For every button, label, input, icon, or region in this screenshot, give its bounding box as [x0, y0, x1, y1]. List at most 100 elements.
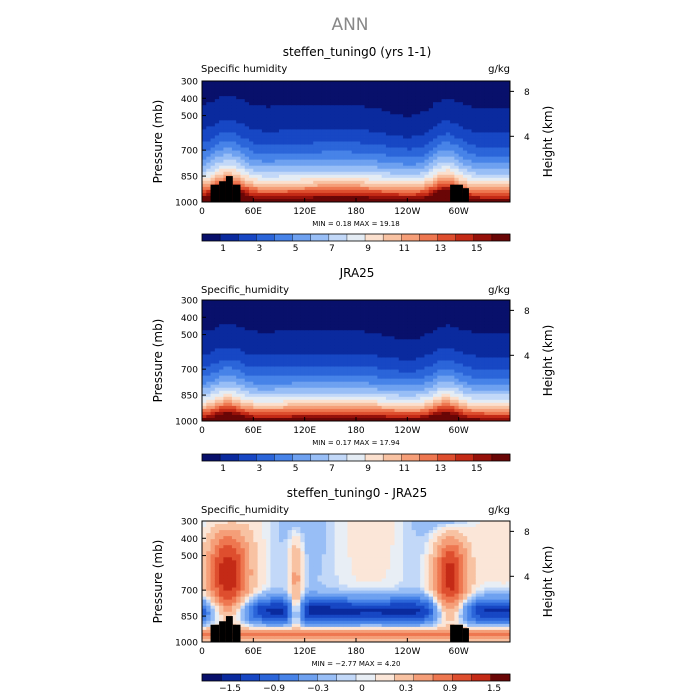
heatmap-cell: [308, 117, 314, 121]
heatmap-cell: [291, 192, 297, 197]
heatmap-cell: [373, 171, 378, 176]
heatmap-cell: [480, 123, 485, 127]
heatmap-cell: [202, 360, 207, 364]
heatmap-cell: [407, 417, 413, 422]
heatmap-cell: [270, 360, 276, 364]
heatmap-cell: [291, 327, 297, 331]
heatmap-cell: [373, 339, 378, 343]
heatmap-cell: [467, 171, 472, 176]
heatmap-cell: [240, 138, 246, 142]
heatmap-cell: [231, 387, 237, 392]
heatmap-cell: [279, 303, 284, 307]
heatmap-cell: [227, 390, 233, 395]
heatmap-cell: [407, 132, 413, 136]
heatmap-cell: [351, 366, 357, 370]
heatmap-cell: [244, 318, 250, 322]
heatmap-cell: [441, 141, 447, 145]
heatmap-cell: [283, 411, 288, 416]
heatmap-cell: [257, 405, 263, 410]
heatmap-cell: [484, 192, 490, 197]
heatmap-cell: [360, 363, 365, 367]
colorbar-swatch: [292, 234, 312, 241]
heatmap-cell: [505, 165, 511, 170]
heatmap-cell: [403, 84, 408, 88]
heatmap-cell: [488, 81, 494, 85]
heatmap-cell: [257, 180, 263, 185]
heatmap-cell: [471, 186, 477, 191]
heatmap-cell: [227, 309, 233, 313]
heatmap-cell: [347, 318, 353, 322]
heatmap-cell: [244, 339, 250, 343]
heatmap-cell: [492, 129, 498, 133]
heatmap-cell: [501, 153, 507, 158]
heatmap-cell: [497, 150, 502, 154]
heatmap-cell: [334, 315, 340, 319]
heatmap-cell: [390, 195, 395, 200]
heatmap-cell: [287, 354, 293, 358]
heatmap-cell: [356, 348, 361, 352]
heatmap-cell: [231, 162, 237, 167]
heatmap-cell: [343, 156, 348, 161]
heatmap-cell: [398, 90, 404, 94]
heatmap-cell: [326, 324, 331, 328]
heatmap-cell: [244, 315, 250, 319]
heatmap-cell: [377, 363, 383, 367]
heatmap-cell: [385, 81, 391, 85]
heatmap-cell: [283, 330, 288, 334]
heatmap-cell: [300, 330, 306, 334]
heatmap-cell: [343, 396, 348, 401]
heatmap-cell: [377, 387, 383, 392]
heatmap-cell: [343, 339, 348, 343]
heatmap-cell: [445, 81, 451, 85]
heatmap-cell: [407, 162, 413, 167]
heatmap-cell: [373, 129, 378, 133]
heatmap-cell: [249, 321, 254, 325]
heatmap-cell: [420, 168, 425, 173]
heatmap-cell: [330, 405, 336, 410]
colorbar-swatch: [346, 234, 366, 241]
heatmap-cell: [330, 147, 336, 151]
heatmap-cell: [214, 144, 220, 148]
heatmap-cell: [236, 87, 241, 91]
heatmap-cell: [373, 159, 378, 164]
heatmap-cell: [385, 117, 391, 121]
heatmap-cell: [424, 171, 430, 176]
heatmap-cell: [381, 318, 387, 322]
heatmap-cell: [471, 144, 477, 148]
heatmap-cell: [433, 156, 438, 161]
heatmap-cell: [206, 129, 211, 133]
heatmap-cell: [475, 162, 481, 167]
heatmap-cell: [394, 87, 400, 91]
heatmap-cell: [202, 330, 207, 334]
heatmap-cell: [347, 333, 353, 337]
heatmap-cell: [313, 105, 318, 109]
heatmap-cell: [394, 105, 400, 109]
heatmap-cell: [244, 396, 250, 401]
heatmap-cell: [394, 171, 400, 176]
heatmap-cell: [411, 93, 417, 97]
heatmap-cell: [492, 177, 498, 182]
heatmap-cell: [394, 357, 400, 361]
heatmap-cell: [206, 300, 211, 304]
heatmap-cell: [492, 105, 498, 109]
heatmap-cell: [398, 120, 404, 124]
heatmap-cell: [206, 180, 211, 185]
heatmap-cell: [326, 402, 331, 407]
heatmap-cell: [274, 186, 280, 191]
heatmap-cell: [261, 393, 267, 398]
heatmap-cell: [257, 87, 263, 91]
heatmap-cell: [454, 144, 460, 148]
heatmap-cell: [415, 90, 421, 94]
heatmap-cell: [304, 174, 310, 179]
heatmap-cell: [300, 132, 306, 136]
heatmap-cell: [287, 357, 293, 361]
heatmap-cell: [330, 372, 336, 377]
heatmap-cell: [253, 306, 259, 310]
heatmap-cell: [202, 363, 207, 367]
heatmap-cell: [424, 159, 430, 164]
heatmap-cell: [351, 348, 357, 352]
heatmap-cell: [283, 150, 288, 154]
heatmap-cell: [338, 372, 344, 377]
heatmap-cell: [338, 135, 344, 139]
heatmap-cell: [308, 366, 314, 370]
